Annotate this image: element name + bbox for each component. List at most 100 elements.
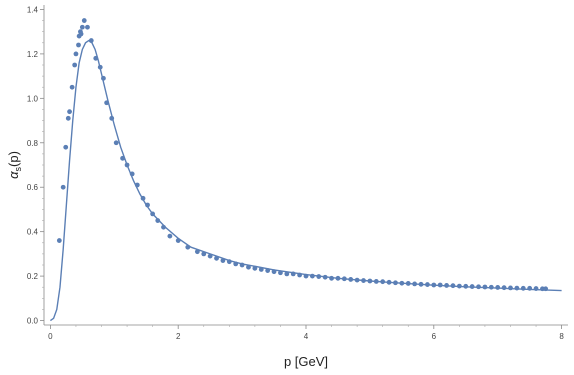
data-point — [386, 279, 392, 285]
x-tick-label: 4 — [304, 332, 309, 341]
data-point — [508, 285, 513, 291]
data-point — [309, 273, 315, 279]
y-tick-label: 1.4 — [27, 5, 39, 14]
data-point — [226, 259, 232, 265]
y-axis-title-suffix: (p) — [6, 151, 21, 167]
data-point — [76, 42, 81, 48]
data-point — [258, 267, 264, 272]
data-point — [348, 277, 354, 282]
data-point — [450, 283, 456, 289]
data-point — [233, 261, 239, 267]
data-point — [185, 244, 191, 250]
data-point — [393, 280, 398, 286]
data-point — [431, 282, 437, 288]
data-point — [271, 269, 277, 275]
data-point — [175, 238, 181, 243]
data-point — [278, 270, 283, 276]
data-point — [220, 258, 226, 263]
data-point — [207, 253, 213, 259]
y-tick-label: 0.4 — [27, 228, 39, 237]
data-point — [201, 251, 207, 257]
data-point — [514, 285, 520, 291]
y-tick-label: 0.0 — [27, 317, 39, 326]
data-point — [361, 278, 366, 283]
data-point — [405, 281, 411, 286]
data-point — [214, 255, 219, 261]
data-point — [167, 233, 173, 239]
data-point — [101, 75, 106, 81]
data-point — [284, 271, 290, 277]
data-point — [73, 51, 79, 57]
data-point — [252, 265, 258, 271]
x-tick-label: 6 — [432, 332, 437, 341]
data-point — [65, 115, 71, 121]
y-tick-label: 0.6 — [27, 183, 39, 192]
y-ticks: 0.0 0.2 0.4 0.6 0.8 1.0 1.2 1.4 — [27, 5, 44, 326]
data-point — [155, 218, 161, 223]
data-point — [85, 24, 90, 30]
data-point — [113, 140, 119, 146]
data-point — [67, 109, 72, 115]
data-point — [520, 285, 526, 291]
data-point — [495, 285, 501, 290]
data-point — [367, 278, 373, 284]
data-point — [469, 284, 475, 289]
data-point — [527, 285, 533, 291]
data-point — [120, 155, 125, 161]
data-point — [129, 171, 135, 177]
data-point — [88, 38, 94, 43]
y-tick-label: 1.0 — [27, 94, 39, 103]
data-point — [329, 275, 334, 281]
data-point — [265, 268, 271, 273]
fit-curve — [49, 39, 562, 322]
data-point — [482, 284, 488, 290]
data-point — [373, 279, 379, 284]
data-point — [56, 238, 62, 243]
x-tick-label: 8 — [559, 332, 564, 341]
data-point — [81, 18, 87, 23]
data-point — [456, 283, 462, 289]
data-point — [246, 264, 251, 270]
data-point — [290, 271, 296, 277]
data-point — [463, 283, 469, 289]
data-point — [194, 249, 200, 255]
y-tick-label: 1.2 — [27, 50, 39, 59]
data-point — [104, 100, 110, 106]
data-point — [140, 195, 146, 201]
x-tick-label: 2 — [176, 332, 181, 341]
data-point — [93, 55, 99, 61]
data-point — [543, 286, 549, 292]
data-point — [425, 282, 430, 287]
data-point — [488, 284, 494, 290]
data-point — [63, 144, 69, 150]
data-points-layer — [56, 18, 549, 292]
data-point — [297, 272, 303, 278]
data-point — [316, 274, 322, 279]
data-point — [69, 84, 75, 90]
x-ticks: 0 2 4 6 8 — [48, 325, 564, 341]
y-axis-title-subscript: s — [13, 166, 23, 171]
data-point — [124, 162, 130, 168]
x-tick-label: 0 — [48, 332, 53, 341]
y-axis-title-base: α — [6, 171, 21, 179]
data-point — [533, 286, 539, 291]
data-point — [109, 115, 115, 121]
data-point — [380, 279, 386, 285]
data-point — [60, 184, 66, 190]
data-point — [97, 64, 103, 70]
fit-curve-layer — [49, 39, 562, 322]
data-point — [437, 282, 443, 288]
data-point — [145, 202, 150, 208]
data-point — [399, 280, 405, 286]
data-point — [418, 281, 424, 287]
data-point — [341, 276, 347, 282]
y-tick-label: 0.2 — [27, 272, 39, 281]
y-tick-label: 0.8 — [27, 139, 39, 148]
data-point — [444, 283, 449, 288]
x-axis-title: p [GeV] — [284, 354, 328, 369]
data-point — [501, 285, 507, 291]
data-point — [78, 31, 84, 37]
data-point — [79, 24, 85, 30]
y-axis-title: αs(p) — [6, 151, 23, 179]
